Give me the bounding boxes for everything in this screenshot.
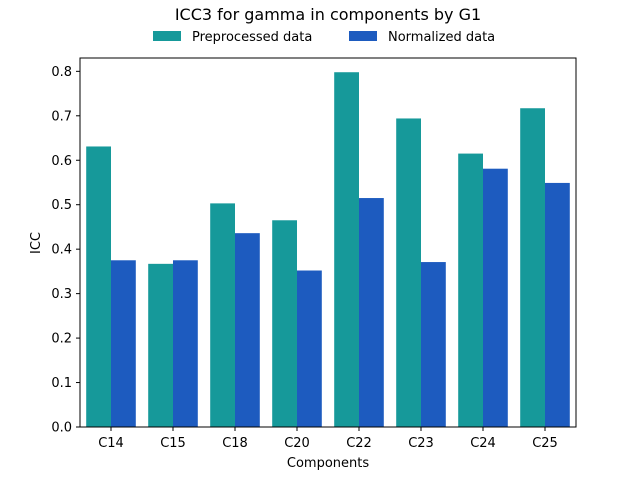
- x-tick-label: C23: [408, 436, 434, 451]
- bar-c20-series-1: [297, 270, 322, 427]
- y-tick-label: 0.4: [51, 243, 72, 258]
- bar-c15-series-1: [173, 260, 198, 427]
- y-tick-label: 0.1: [51, 376, 72, 391]
- plot-frame: [79, 57, 577, 428]
- bar-c14-series-0: [86, 146, 111, 428]
- x-tick-label: C20: [284, 436, 310, 451]
- y-tick-label: 0.6: [51, 154, 72, 169]
- bar-c23-series-0: [396, 118, 421, 428]
- bar-c24-series-1: [483, 168, 508, 427]
- x-axis-label: Components: [287, 456, 369, 471]
- y-tick-label: 0.7: [51, 109, 72, 124]
- bar-c18-series-1: [235, 233, 260, 427]
- bar-c22-series-1: [359, 198, 384, 427]
- y-tick-label: 0.0: [51, 421, 72, 436]
- legend-label-preprocessed: Preprocessed data: [192, 30, 312, 45]
- x-tick-label: C18: [222, 436, 248, 451]
- x-tick-label: C22: [346, 436, 372, 451]
- x-axis-ticks: C14 C15 C18 C20 C22 C23 C24 C25: [98, 427, 558, 451]
- y-tick-label: 0.2: [51, 332, 72, 347]
- x-tick-label: C15: [160, 436, 186, 451]
- chart-title: ICC3 for gamma in components by G1: [175, 5, 481, 24]
- legend-swatch-normalized: [349, 31, 377, 41]
- y-tick-label: 0.8: [51, 65, 72, 80]
- y-axis-label: ICC: [29, 232, 44, 254]
- y-tick-label: 0.3: [51, 287, 72, 302]
- bar-c24-series-0: [458, 153, 483, 427]
- bar-c18-series-0: [210, 203, 235, 427]
- y-axis-ticks: 0.0 0.1 0.2 0.3 0.4 0.5 0.6 0.7 0.8: [51, 65, 80, 436]
- x-tick-label: C24: [470, 436, 496, 451]
- x-tick-label: C14: [98, 436, 124, 451]
- x-tick-label: C25: [532, 436, 558, 451]
- bar-c23-series-1: [421, 262, 446, 427]
- bar-c22-series-0: [334, 72, 359, 428]
- bar-c14-series-1: [111, 260, 136, 427]
- legend-swatch-preprocessed: [153, 31, 181, 41]
- legend: Preprocessed data Normalized data: [153, 30, 495, 45]
- bar-c25-series-0: [520, 108, 545, 427]
- y-tick-label: 0.5: [51, 198, 72, 213]
- bar-c20-series-0: [272, 220, 297, 427]
- bars: [86, 72, 570, 428]
- bar-c15-series-0: [148, 263, 173, 427]
- legend-label-normalized: Normalized data: [388, 30, 495, 45]
- bar-c25-series-1: [545, 182, 570, 427]
